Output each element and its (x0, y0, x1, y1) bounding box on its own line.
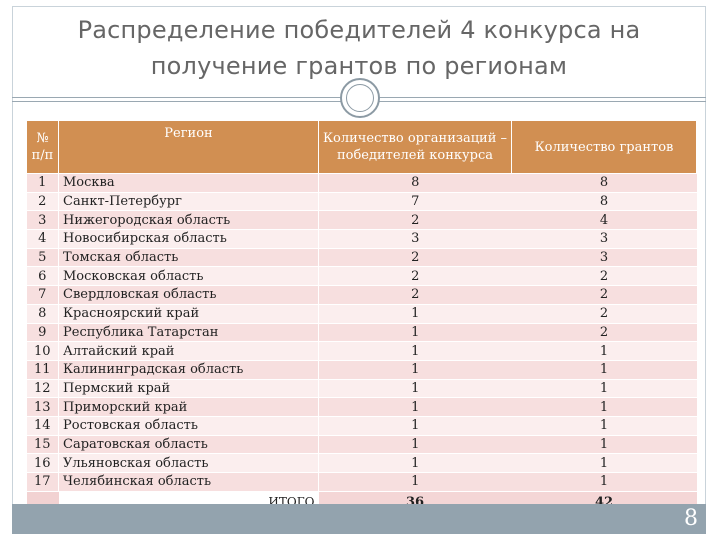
table-row: 7 Свердловская область 2 2 (26, 285, 697, 305)
row-region: Челябинская область (58, 472, 319, 492)
row-region: Санкт-Петербург (58, 191, 319, 211)
row-num: 15 (26, 434, 59, 454)
row-orgs: 1 (318, 303, 512, 323)
row-orgs: 2 (318, 285, 512, 305)
row-grants: 1 (511, 472, 697, 492)
row-num: 4 (26, 229, 59, 249)
row-grants: 8 (511, 191, 697, 211)
title-line-2: получение грантов по регионам (150, 52, 568, 80)
header-orgs: Количество организаций – победителей кон… (318, 120, 512, 174)
row-num: 14 (26, 415, 59, 436)
table-row: 10 Алтайский край 1 1 (26, 341, 697, 361)
row-grants: 2 (511, 266, 697, 286)
row-orgs: 8 (318, 173, 512, 193)
row-num: 3 (26, 210, 59, 230)
title-line-1: Распределение победителей 4 конкурса на (77, 16, 641, 44)
table-row: 9 Республика Татарстан 1 2 (26, 322, 697, 342)
table-row: 11 Калининградская область 1 1 (26, 359, 697, 380)
row-region: Московская область (58, 266, 319, 286)
table-header-row: № п/п Регион Количество организаций – по… (26, 120, 697, 174)
table-body: 1 Москва 8 8 2 Санкт-Петербург 7 8 3 Нижегородска… (26, 173, 697, 514)
row-num: 16 (26, 453, 59, 473)
table-row: 14 Ростовская область 1 1 (26, 415, 697, 436)
row-region: Ульяновская область (58, 453, 319, 473)
row-num: 1 (26, 173, 59, 193)
table-row: 8 Красноярский край 1 2 (26, 303, 697, 323)
table-row: 17 Челябинская область 1 1 (26, 472, 697, 492)
row-orgs: 1 (318, 434, 512, 454)
row-orgs: 7 (318, 191, 512, 211)
row-orgs: 1 (318, 453, 512, 473)
decorative-circle-icon (340, 78, 380, 118)
row-grants: 2 (511, 322, 697, 342)
row-num: 13 (26, 397, 59, 417)
row-num: 7 (26, 285, 59, 305)
header-num: № п/п (26, 120, 59, 174)
slide-title: Распределение победителей 4 конкурса на … (12, 12, 706, 84)
row-orgs: 1 (318, 472, 512, 492)
table-row: 16 Ульяновская область 1 1 (26, 453, 697, 473)
row-grants: 1 (511, 359, 697, 380)
row-orgs: 1 (318, 397, 512, 417)
row-orgs: 2 (318, 210, 512, 230)
row-region: Свердловская область (58, 285, 319, 305)
table-row: 4 Новосибирская область 3 3 (26, 229, 697, 249)
table-row: 1 Москва 8 8 (26, 173, 697, 193)
row-region: Ростовская область (58, 415, 319, 436)
row-grants: 1 (511, 397, 697, 417)
table-row: 2 Санкт-Петербург 7 8 (26, 191, 697, 211)
table-row: 6 Московская область 2 2 (26, 266, 697, 286)
row-grants: 1 (511, 434, 697, 454)
row-grants: 1 (511, 453, 697, 473)
row-region: Приморский край (58, 397, 319, 417)
row-orgs: 2 (318, 266, 512, 286)
row-region: Красноярский край (58, 303, 319, 323)
regions-table: № п/п Регион Количество организаций – по… (26, 120, 697, 514)
row-grants: 4 (511, 210, 697, 230)
row-region: Новосибирская область (58, 229, 319, 249)
row-grants: 1 (511, 378, 697, 398)
row-region: Пермский край (58, 378, 319, 398)
row-region: Республика Татарстан (58, 322, 319, 342)
row-num: 8 (26, 303, 59, 323)
row-num: 10 (26, 341, 59, 361)
row-num: 6 (26, 266, 59, 286)
row-grants: 8 (511, 173, 697, 193)
row-orgs: 3 (318, 229, 512, 249)
row-orgs: 1 (318, 359, 512, 380)
page-number: 8 (684, 506, 698, 531)
row-num: 11 (26, 359, 59, 380)
row-grants: 2 (511, 285, 697, 305)
table-row: 13 Приморский край 1 1 (26, 397, 697, 417)
row-grants: 1 (511, 415, 697, 436)
table-row: 3 Нижегородская область 2 4 (26, 210, 697, 230)
table-row: 5 Томская область 2 3 (26, 247, 697, 267)
header-grants: Количество грантов (511, 120, 697, 174)
table-row: 15 Саратовская область 1 1 (26, 434, 697, 454)
row-orgs: 1 (318, 341, 512, 361)
table-row: 12 Пермский край 1 1 (26, 378, 697, 398)
row-orgs: 1 (318, 415, 512, 436)
row-region: Калининградская область (58, 359, 319, 380)
header-region: Регион (58, 120, 319, 174)
row-region: Нижегородская область (58, 210, 319, 230)
row-num: 17 (26, 472, 59, 492)
row-grants: 2 (511, 303, 697, 323)
row-num: 5 (26, 247, 59, 267)
row-region: Саратовская область (58, 434, 319, 454)
row-region: Томская область (58, 247, 319, 267)
row-region: Алтайский край (58, 341, 319, 361)
row-grants: 3 (511, 229, 697, 249)
row-orgs: 2 (318, 247, 512, 267)
row-orgs: 1 (318, 378, 512, 398)
row-grants: 3 (511, 247, 697, 267)
row-grants: 1 (511, 341, 697, 361)
footer-bar: 8 (12, 504, 706, 534)
row-orgs: 1 (318, 322, 512, 342)
row-num: 9 (26, 322, 59, 342)
row-num: 2 (26, 191, 59, 211)
row-region: Москва (58, 173, 319, 193)
row-num: 12 (26, 378, 59, 398)
